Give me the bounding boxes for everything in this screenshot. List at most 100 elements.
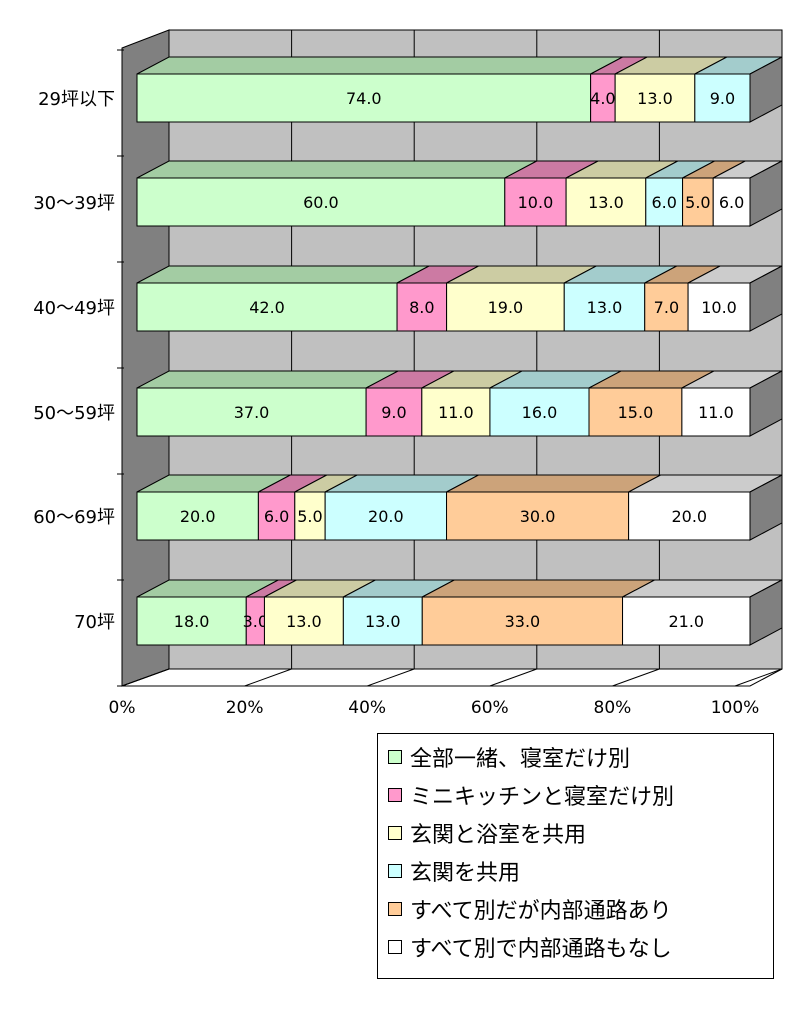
bar-segment	[588, 387, 683, 437]
data-label: 6.0	[719, 193, 744, 212]
bar-segment	[687, 282, 751, 332]
bar-segment	[257, 491, 296, 541]
x-tick-label: 60%	[471, 698, 509, 718]
data-label: 4.0	[590, 89, 615, 108]
category-label: 50～59坪	[33, 403, 115, 424]
floor	[121, 668, 783, 687]
category-label: 60～69坪	[33, 507, 115, 528]
bar-segment	[694, 73, 751, 123]
bar-segment	[645, 177, 684, 227]
data-label: 10.0	[701, 298, 737, 317]
bar-segment	[563, 282, 646, 332]
back-wall	[168, 29, 783, 670]
legend-item: すべて別だが内部通路あり	[388, 894, 672, 924]
data-label: 6.0	[651, 193, 676, 212]
bar-segment-top	[136, 56, 623, 75]
legend-item: すべて別で内部通路もなし	[388, 932, 672, 962]
gridline-floor	[489, 668, 537, 687]
x-tick-label: 80%	[594, 698, 632, 718]
bar-segment	[263, 596, 344, 646]
legend-item: 玄関と浴室を共用	[388, 818, 586, 848]
bar-end-face	[749, 579, 783, 646]
legend-item: 玄関を共用	[388, 856, 520, 886]
data-label: 13.0	[365, 612, 401, 631]
category-label: 70坪	[74, 612, 115, 633]
bar-segment	[628, 491, 751, 541]
bar-segment	[294, 491, 326, 541]
bar-segment	[396, 282, 448, 332]
data-label: 6.0	[264, 507, 289, 526]
bar-segment	[136, 491, 259, 541]
axes: 0% 20% 40% 60% 80% 100% 29坪以下 30～39坪 40～49坪 50～59…	[33, 49, 760, 718]
legend-label: ミニキッチンと寝室だけ別	[410, 785, 675, 810]
legend-label: 玄関を共用	[410, 861, 521, 886]
bar-segment	[644, 282, 689, 332]
data-label: 20.0	[368, 507, 404, 526]
bar-segment-top	[446, 474, 661, 493]
gridline-floor	[367, 668, 415, 687]
legend-item: 全部一緒、寝室だけ別	[388, 742, 630, 772]
data-label: 10.0	[518, 193, 554, 212]
data-label: 15.0	[618, 403, 654, 422]
legend-swatch	[388, 902, 402, 916]
legend-swatch	[388, 864, 402, 878]
bar-segment	[136, 73, 592, 123]
data-label: 9.0	[381, 403, 406, 422]
data-label: 42.0	[249, 298, 285, 317]
bar-segment	[590, 73, 616, 123]
data-label: 37.0	[234, 403, 270, 422]
bar-segment	[136, 282, 398, 332]
gridline-floor	[121, 668, 170, 687]
data-label: 3.0	[243, 612, 268, 631]
data-label: 18.0	[174, 612, 210, 631]
data-label: 21.0	[668, 612, 704, 631]
legend-swatch	[388, 750, 402, 764]
data-label: 13.0	[587, 298, 623, 317]
bar-segment	[136, 596, 247, 646]
x-tick-label: 20%	[226, 698, 264, 718]
bar-segment	[622, 596, 751, 646]
bar-end-face	[749, 474, 783, 541]
bars: 74.0 4.0 13.0 9.0 60.0 10.0 13.0 6.0 5.0 6.0 42.0 8…	[136, 56, 783, 646]
data-label: 33.0	[505, 612, 541, 631]
bar-segment	[681, 387, 751, 437]
gridline-floor	[244, 668, 292, 687]
legend-item: ミニキッチンと寝室だけ別	[388, 780, 674, 810]
data-label: 13.0	[588, 193, 624, 212]
x-tick-label: 40%	[348, 698, 386, 718]
bar-segment	[365, 387, 423, 437]
data-label: 5.0	[297, 507, 322, 526]
legend-swatch	[388, 940, 402, 954]
chart: 74.0 4.0 13.0 9.0 60.0 10.0 13.0 6.0 5.0 6.0 42.0 8…	[33, 29, 783, 718]
bar-segment	[614, 73, 696, 123]
data-label: 19.0	[488, 298, 524, 317]
bar-end-face	[749, 160, 783, 227]
data-label: 9.0	[710, 89, 735, 108]
data-label: 7.0	[654, 298, 679, 317]
data-label: 16.0	[522, 403, 558, 422]
data-label: 13.0	[637, 89, 673, 108]
data-label: 74.0	[346, 89, 382, 108]
legend-label: 玄関と浴室を共用	[410, 823, 587, 848]
legend-label: すべて別で内部通路もなし	[410, 937, 672, 962]
gridline-floor	[734, 668, 783, 687]
bar-segment	[421, 387, 491, 437]
data-label: 5.0	[685, 193, 710, 212]
bar-segment	[342, 596, 423, 646]
data-label: 8.0	[409, 298, 434, 317]
gridline-floor	[612, 668, 660, 687]
x-tick-label: 0%	[109, 698, 136, 718]
bar-segment	[446, 491, 630, 541]
x-tick-label: 100%	[711, 698, 760, 718]
bar-segment	[446, 282, 565, 332]
bar-segment-top	[136, 370, 399, 389]
data-label: 20.0	[180, 507, 216, 526]
data-label: 13.0	[286, 612, 322, 631]
bar-segment	[136, 387, 367, 437]
bar-segment	[136, 177, 506, 227]
bar-segment-top	[136, 265, 430, 284]
legend: 全部一緒、寝室だけ別ミニキッチンと寝室だけ別 玄関と浴室を共用 玄関を共用すべて別だ…	[377, 733, 774, 979]
legend-label: 全部一緒、寝室だけ別	[410, 747, 631, 772]
bar-segment-top	[136, 160, 538, 179]
bar-segment-top	[422, 579, 655, 598]
